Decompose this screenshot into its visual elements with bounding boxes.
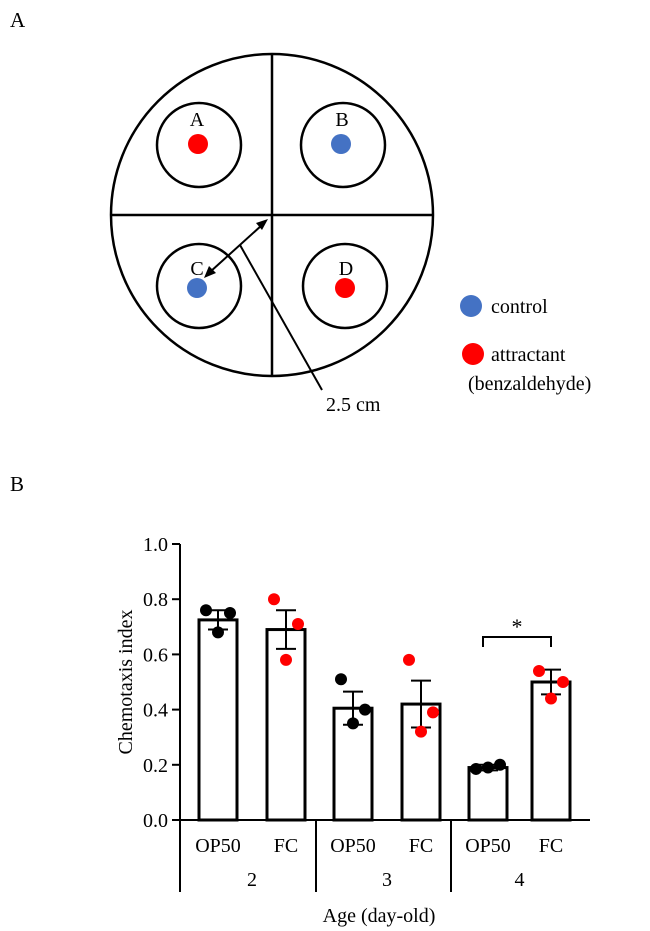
well-d-label: D [339, 258, 353, 280]
y-tick-label-0.2: 0.2 [143, 755, 168, 777]
y-axis-title: Chemotaxis index [115, 610, 137, 755]
data-point-3-op50-2 [359, 703, 371, 716]
data-point-2-fc-2 [292, 618, 304, 631]
group-label-4: 4 [515, 869, 525, 891]
data-point-3-fc-3 [415, 725, 427, 738]
data-point-4-op50-3 [482, 761, 494, 774]
distance-arrow [209, 224, 263, 273]
data-point-3-op50-3 [347, 717, 359, 730]
group-label-2: 2 [247, 869, 257, 891]
legend-control-dot [460, 295, 482, 317]
distance-arrowhead-outer [256, 219, 268, 230]
well-d-attractant-dot [335, 278, 355, 298]
bar-label-2-fc: FC [274, 835, 298, 857]
bar-label-4-op50: OP50 [465, 835, 511, 857]
data-point-2-op50-2 [224, 607, 236, 619]
bar-4-fc [530, 680, 572, 822]
well-a-label: A [190, 109, 205, 131]
well-d-ring [301, 242, 389, 330]
x-axis-title: Age (day-old) [323, 905, 436, 927]
legend: control attractant (benzaldehyde) [460, 295, 591, 395]
well-c-ring [155, 242, 243, 330]
data-point-2-op50-1 [200, 604, 212, 617]
data-point-4-fc-2 [557, 676, 569, 688]
significance-bracket [482, 636, 552, 647]
distance-leader-line [239, 244, 323, 391]
data-point-3-fc-2 [427, 706, 439, 719]
well-a-ring [155, 101, 243, 189]
data-point-4-op50-2 [494, 758, 506, 771]
bar-2-op50 [197, 618, 239, 822]
bar-label-3-op50: OP50 [330, 835, 376, 857]
distance-arrowhead-inner [204, 266, 216, 278]
data-point-4-fc-3 [545, 692, 557, 705]
bar-label-3-fc: FC [409, 835, 433, 857]
well-c-label: C [190, 258, 203, 280]
bar-4-op50 [467, 766, 509, 822]
bar-label-4-fc: FC [539, 835, 563, 857]
data-point-2-fc-1 [268, 593, 280, 606]
y-tick-label-0.4: 0.4 [143, 700, 168, 722]
y-tick-label-0.8: 0.8 [143, 589, 168, 611]
well-b-control-dot [331, 134, 351, 154]
well-b-label: B [335, 109, 348, 131]
data-point-2-fc-3 [280, 653, 292, 666]
legend-attractant-dot [462, 343, 484, 365]
bar-label-2-op50: OP50 [195, 835, 241, 857]
data-point-4-fc-1 [533, 664, 545, 677]
distance-label: 2.5 cm [326, 394, 381, 416]
well-a-attractant-dot [188, 134, 208, 154]
data-point-2-op50-3 [212, 626, 224, 639]
y-tick-label-1.0: 1.0 [143, 534, 168, 556]
legend-attractant-label: attractant [491, 344, 566, 366]
y-tick-label-0.6: 0.6 [143, 644, 168, 666]
data-point-3-fc-1 [403, 653, 415, 666]
legend-attractant-sublabel: (benzaldehyde) [468, 373, 591, 395]
y-tick-label-0.0: 0.0 [143, 810, 168, 832]
well-b-ring [299, 101, 387, 189]
data-point-3-op50-1 [335, 673, 347, 686]
group-label-3: 3 [382, 869, 392, 891]
significance-star: * [512, 614, 523, 639]
chart-plot: 0.0 0.2 0.4 0.6 0.8 1.0 OP50 FC OP50 FC OP50 FC 2 3 4 * [143, 534, 590, 892]
data-point-4-op50-1 [470, 762, 482, 775]
legend-control-label: control [491, 296, 548, 318]
well-c-control-dot [187, 278, 207, 298]
plate-diagram: A B C D 2.5 cm [109, 52, 435, 416]
panel-a-label: A [10, 8, 26, 32]
panel-b-label: B [10, 472, 24, 496]
